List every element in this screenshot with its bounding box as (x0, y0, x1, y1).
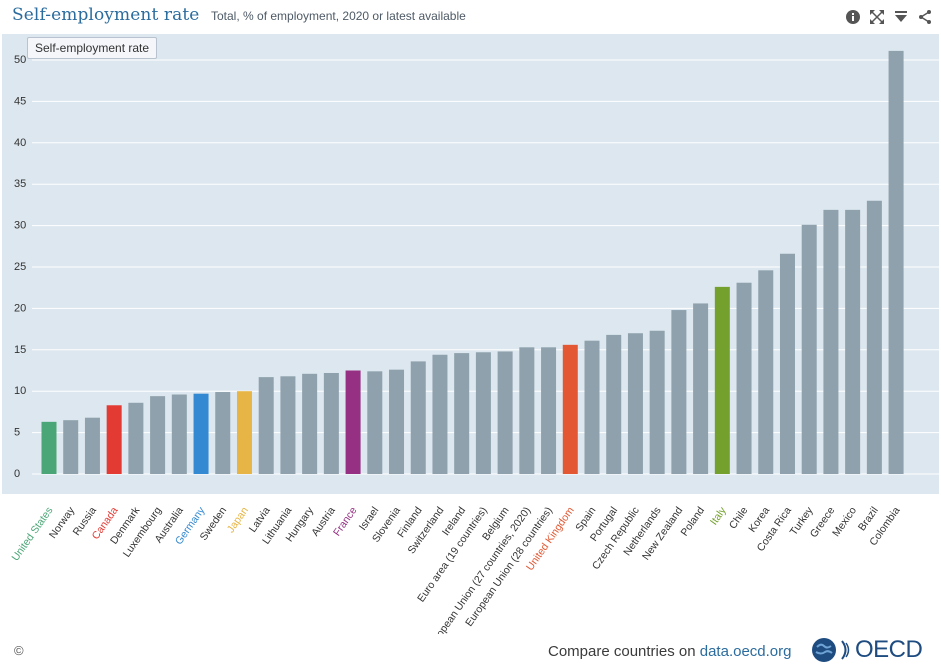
bar (649, 330, 665, 474)
bar (193, 393, 209, 474)
share-icon[interactable] (917, 9, 933, 25)
bar (714, 286, 730, 474)
chart-subtitle: Total, % of employment, 2020 or latest a… (211, 9, 466, 23)
bar (671, 310, 687, 474)
oecd-logo[interactable]: OECD (811, 636, 923, 664)
bar (106, 405, 122, 474)
bar (128, 402, 144, 474)
y-tick-label: 30 (14, 220, 26, 232)
bar (258, 377, 274, 474)
x-tick-label: Poland (678, 505, 707, 539)
bar (63, 420, 79, 474)
data-oecd-link[interactable]: data.oecd.org (699, 643, 792, 660)
bar (584, 340, 600, 474)
bar (432, 354, 448, 474)
bar (866, 200, 882, 474)
bar (323, 372, 339, 474)
fullscreen-icon[interactable] (869, 9, 885, 25)
globe-icon (812, 638, 836, 662)
bar (150, 396, 166, 474)
bar (41, 421, 57, 474)
bar (171, 394, 187, 474)
bar (627, 333, 643, 474)
tooltip: Self-employment rate (27, 37, 158, 59)
bar (779, 253, 795, 474)
y-tick-label: 5 (14, 427, 20, 439)
bar (606, 334, 622, 474)
bar (541, 347, 557, 474)
chart-header: Self-employment rate Total, % of employm… (0, 0, 941, 34)
bar (389, 369, 405, 474)
compare-label: Compare countries on (548, 643, 700, 660)
x-tick-label: Italy (708, 504, 729, 527)
bar (410, 361, 426, 474)
y-tick-label: 25 (14, 261, 26, 273)
info-icon[interactable] (845, 9, 861, 25)
bar (758, 270, 774, 474)
y-tick-label: 10 (14, 385, 26, 397)
bar (302, 373, 318, 474)
bar (497, 351, 513, 474)
chart-title: Self-employment rate (12, 5, 200, 25)
x-tick-label: Japan (225, 505, 251, 535)
copyright-notice[interactable]: © (14, 643, 24, 658)
y-tick-label: 50 (14, 54, 26, 66)
chart-toolbar (845, 9, 933, 25)
y-tick-label: 45 (14, 95, 26, 107)
oecd-wordmark: OECD (855, 636, 923, 663)
bar (801, 224, 817, 474)
bar (845, 209, 861, 475)
bar (888, 50, 904, 474)
bar (215, 392, 231, 474)
download-icon[interactable] (893, 9, 909, 25)
y-tick-label: 20 (14, 302, 26, 314)
bar (736, 282, 752, 474)
oecd-arcs-icon (841, 640, 850, 660)
bar (84, 417, 100, 474)
y-tick-label: 35 (14, 178, 26, 190)
bar (454, 353, 470, 474)
bar (823, 209, 839, 475)
bar (280, 376, 296, 474)
bar (519, 347, 535, 474)
compare-countries-text: Compare countries on data.oecd.org (548, 643, 792, 660)
bar (693, 303, 709, 474)
x-tick-label: France (331, 505, 360, 539)
bar (345, 370, 361, 474)
bar (236, 391, 252, 474)
y-tick-label: 40 (14, 137, 26, 149)
bar (367, 371, 383, 474)
bar (475, 352, 491, 474)
bar (562, 344, 578, 474)
y-tick-label: 0 (14, 468, 20, 480)
y-tick-label: 15 (14, 344, 26, 356)
